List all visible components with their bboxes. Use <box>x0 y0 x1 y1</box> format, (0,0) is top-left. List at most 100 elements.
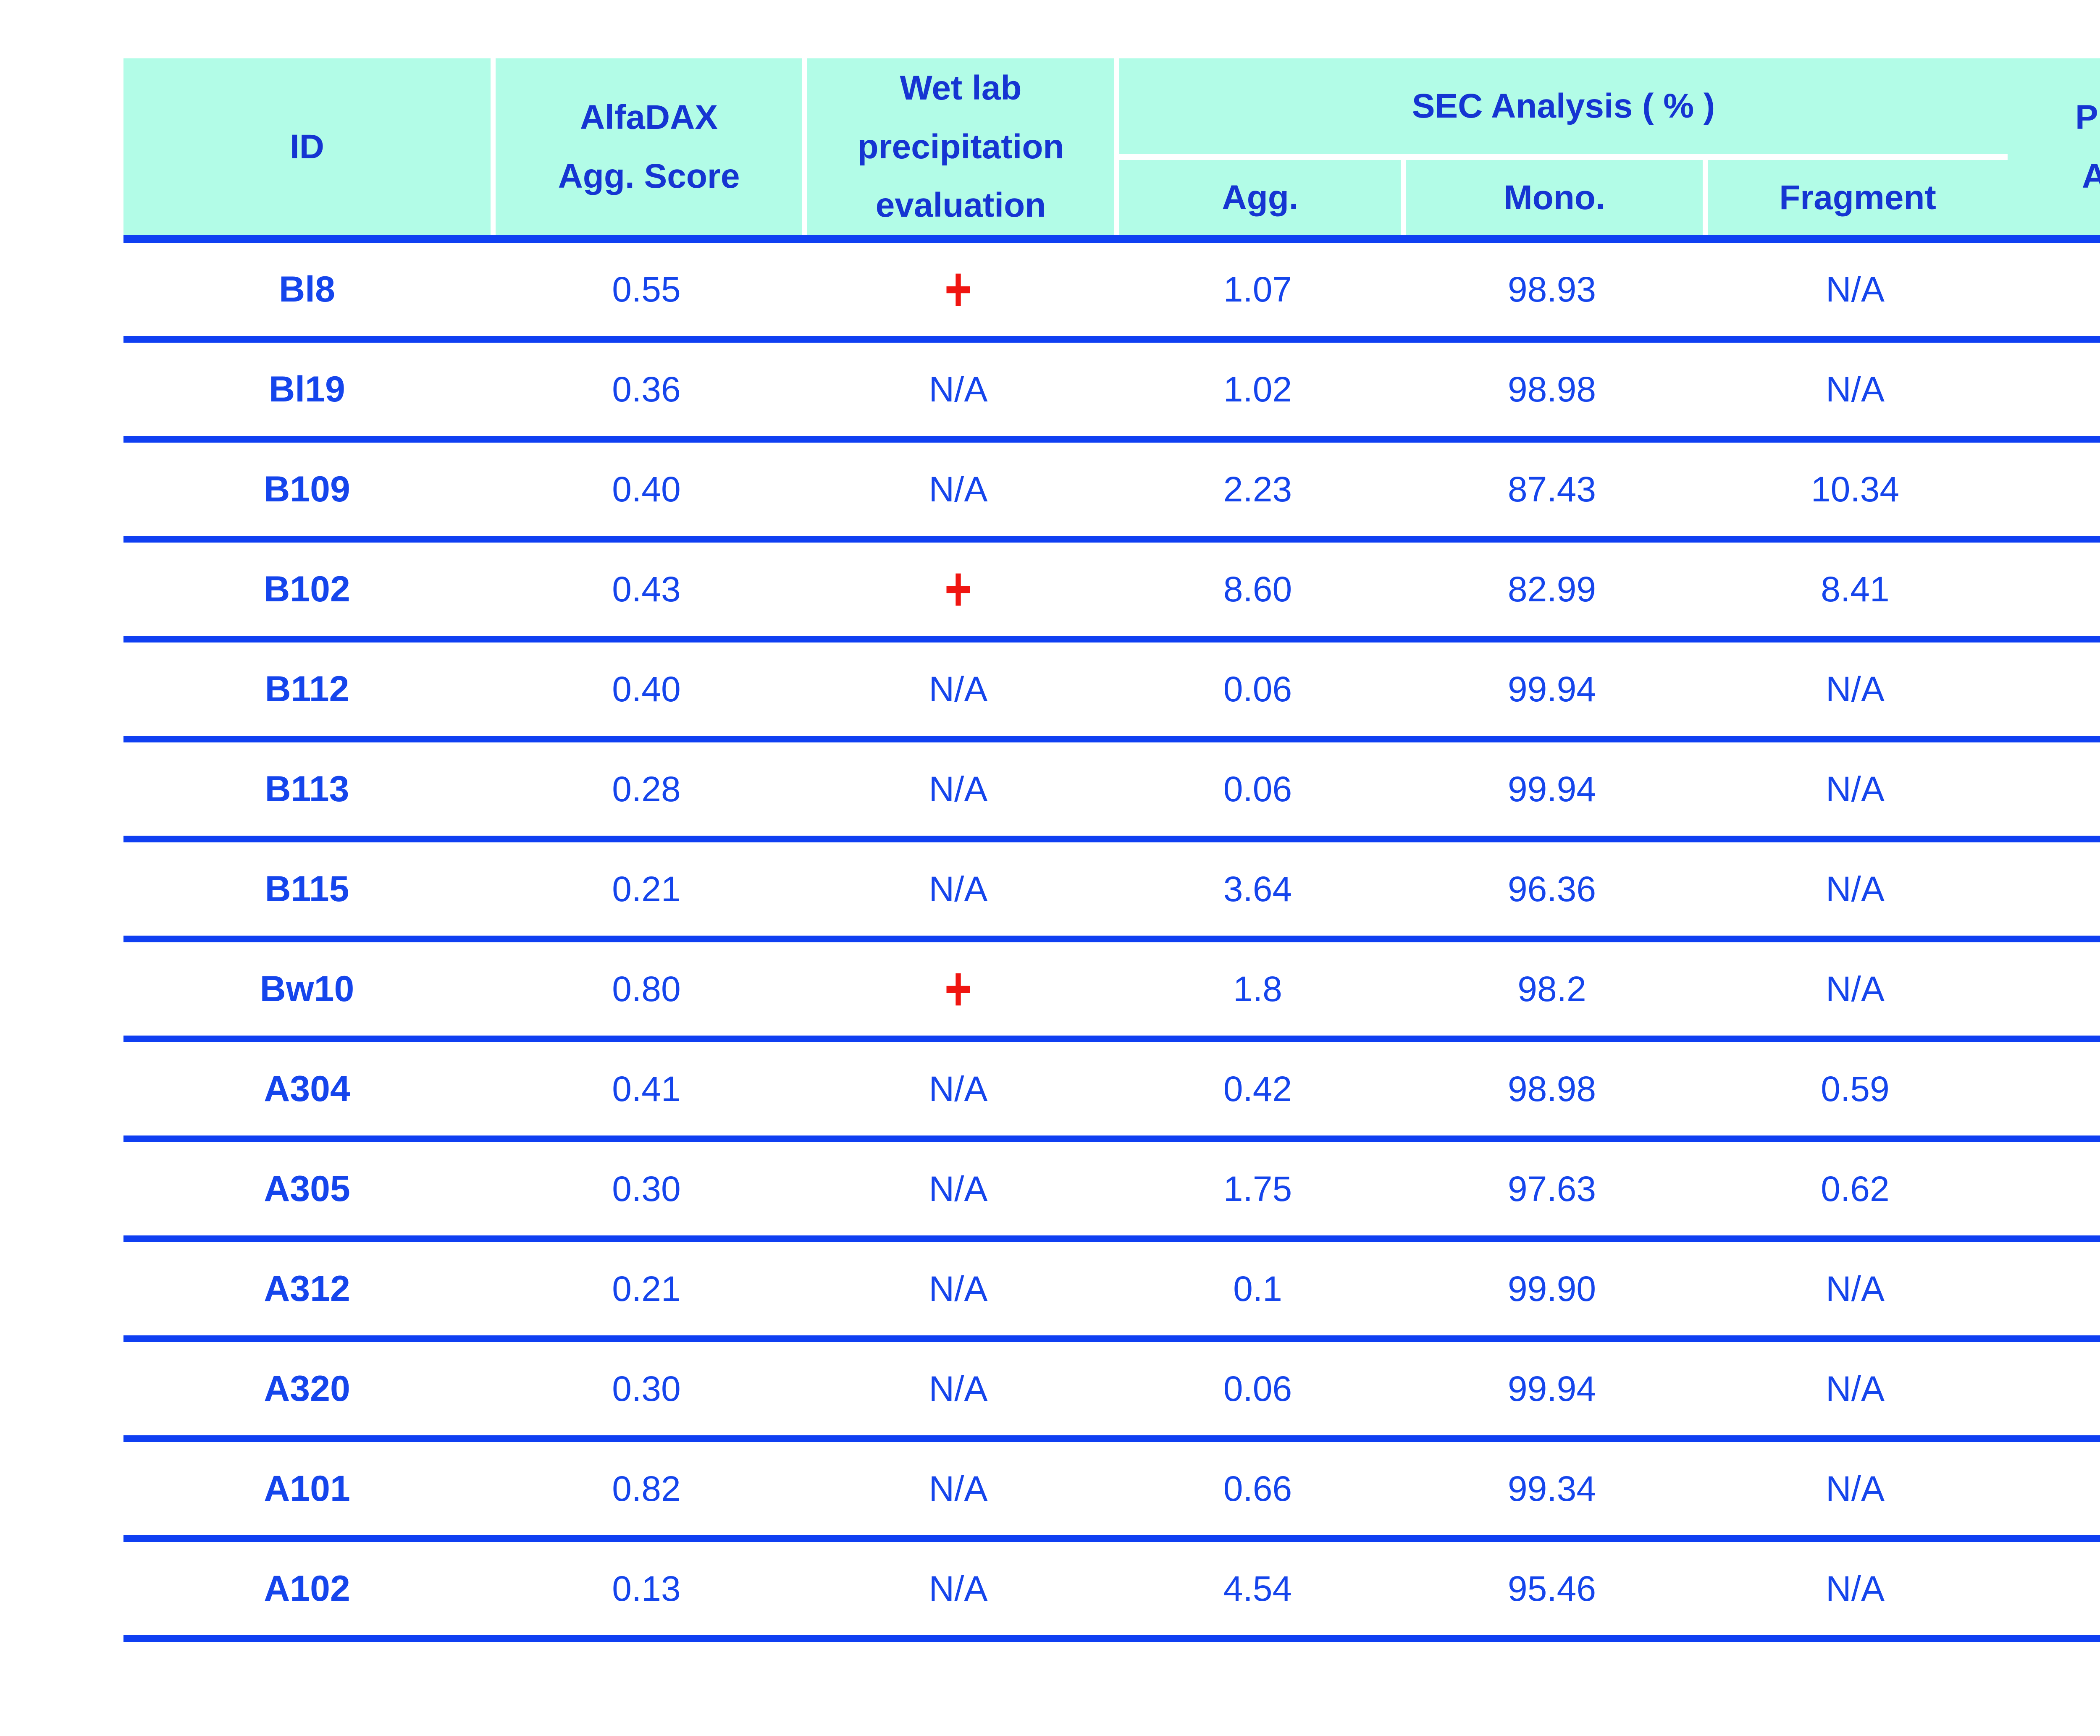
cell-prediction-accuracy: ✗ <box>2008 243 2100 336</box>
cell-sec-fragment: N/A <box>1825 1469 1885 1508</box>
table-row: A101 0.82 N/A 0.66 99.34 N/A √ A101 <box>123 1442 2100 1542</box>
cell-sec-agg: 0.66 <box>1223 1469 1292 1508</box>
cell-wetlab-evaluation: N/A <box>802 443 1114 536</box>
cell-sec-fragment: N/A <box>1825 1269 1885 1309</box>
cell-agg-score: 0.82 <box>612 1469 681 1508</box>
table-row: B113 0.28 N/A 0.06 99.94 N/A √ B113 <box>123 742 2100 842</box>
cell-sec-fragment: N/A <box>1825 369 1885 409</box>
header-col-score: AlfaDAX Agg. Score <box>491 58 802 235</box>
cell-id: A101 <box>264 1468 350 1509</box>
cell-agg-score: 0.40 <box>612 469 681 509</box>
cell-sec-fragment: N/A <box>1825 669 1885 709</box>
cell-sec-mono: 99.94 <box>1507 669 1596 709</box>
cell-agg-score: 0.28 <box>612 769 681 809</box>
header-col-prediction: Prediction Accuracy <box>2008 58 2100 235</box>
cell-id: B109 <box>264 469 350 509</box>
cell-sec-agg: 1.75 <box>1223 1169 1292 1209</box>
wetlab-result-symbol: N/A <box>929 1269 988 1309</box>
table-row: B112 0.40 N/A 0.06 99.94 N/A √ B112 <box>123 642 2100 742</box>
header-prediction-accuracy: Prediction Accuracy <box>2008 58 2100 235</box>
table-row: A305 0.30 N/A 1.75 97.63 0.62 √ A305 <box>123 1142 2100 1242</box>
table-row: A320 0.30 N/A 0.06 99.94 N/A √ A320 <box>123 1342 2100 1442</box>
cell-sec-fragment: N/A <box>1825 969 1885 1009</box>
cell-wetlab-evaluation: N/A <box>802 1242 1114 1335</box>
cell-sec-agg: 1.07 <box>1223 269 1292 309</box>
cell-prediction-accuracy: ✗ <box>2008 942 2100 1036</box>
table-row: Bl19 0.36 N/A 1.02 98.98 N/A √ Bl19 <box>123 343 2100 443</box>
table-row: A304 0.41 N/A 0.42 98.98 0.59 √ A304 <box>123 1042 2100 1142</box>
cell-sec-mono: 98.98 <box>1507 1069 1596 1109</box>
cell-sec-fragment: N/A <box>1825 769 1885 809</box>
header-separator-line <box>123 235 2100 243</box>
cell-wetlab-evaluation: N/A <box>802 742 1114 836</box>
cell-prediction-accuracy: √ <box>2008 1242 2100 1335</box>
wetlab-result-symbol: N/A <box>929 469 988 509</box>
wetlab-result-symbol: N/A <box>929 1169 988 1209</box>
cell-prediction-accuracy: ✗ <box>2008 543 2100 636</box>
header-col-mono: Mono. <box>1401 160 1703 235</box>
cell-sec-mono: 95.46 <box>1507 1568 1596 1608</box>
cell-id: Bl19 <box>269 369 345 409</box>
cell-wetlab-evaluation: N/A <box>802 1142 1114 1235</box>
cell-id: B113 <box>265 768 349 809</box>
cell-id: Bw10 <box>260 968 354 1009</box>
header-sec-subcolumns: Agg. Mono. Fragment <box>1119 160 2008 235</box>
wetlab-result-symbol: N/A <box>929 369 988 409</box>
cell-agg-score: 0.30 <box>612 1169 681 1209</box>
cell-sec-mono: 99.94 <box>1507 1369 1596 1408</box>
cell-wetlab-evaluation: N/A <box>802 1042 1114 1135</box>
cell-agg-score: 0.41 <box>612 1069 681 1109</box>
cell-wetlab-evaluation: N/A <box>802 1342 1114 1435</box>
cell-sec-agg: 1.02 <box>1223 369 1292 409</box>
cell-agg-score: 0.43 <box>612 569 681 609</box>
cell-agg-score: 0.40 <box>612 669 681 709</box>
cell-sec-fragment: 10.34 <box>1811 469 1900 509</box>
cell-prediction-accuracy: √ <box>2008 343 2100 436</box>
cell-sec-agg: 3.64 <box>1223 869 1292 909</box>
cell-prediction-accuracy: √ <box>2008 842 2100 936</box>
wetlab-result-symbol: N/A <box>929 1469 988 1508</box>
header-agg: Agg. <box>1119 160 1401 235</box>
wetlab-result-symbol: N/A <box>929 769 988 809</box>
cell-agg-score: 0.55 <box>612 269 681 309</box>
cell-wetlab-evaluation: N/A <box>802 343 1114 436</box>
cell-wetlab-evaluation: + <box>802 543 1114 636</box>
cell-id: A102 <box>264 1568 350 1609</box>
cell-sec-mono: 99.94 <box>1507 769 1596 809</box>
cell-wetlab-evaluation: N/A <box>802 842 1114 936</box>
table-header: ID AlfaDAX Agg. Score Wet lab precipitat… <box>123 58 2100 235</box>
cell-sec-agg: 4.54 <box>1223 1568 1292 1608</box>
cell-agg-score: 0.30 <box>612 1369 681 1408</box>
cell-sec-fragment: 0.59 <box>1821 1069 1890 1109</box>
wetlab-result-symbol: + <box>944 253 972 325</box>
table-row: Bl8 0.55 + 1.07 98.93 N/A ✗ Bl8 <box>123 243 2100 343</box>
cell-sec-agg: 0.42 <box>1223 1069 1292 1109</box>
cell-sec-mono: 82.99 <box>1507 569 1596 609</box>
cell-sec-fragment: N/A <box>1825 1568 1885 1608</box>
wetlab-result-symbol: N/A <box>929 869 988 909</box>
cell-agg-score: 0.21 <box>612 1269 681 1309</box>
cell-sec-mono: 98.93 <box>1507 269 1596 309</box>
cell-id: Bl8 <box>279 269 335 309</box>
cell-sec-fragment: 0.62 <box>1821 1169 1890 1209</box>
cell-id: B112 <box>265 669 349 709</box>
cell-wetlab-evaluation: N/A <box>802 1442 1114 1535</box>
cell-sec-agg: 0.1 <box>1233 1269 1282 1309</box>
header-col-agg: Agg. <box>1119 160 1401 235</box>
table-row: A102 0.13 N/A 4.54 95.46 N/A √ A102 <box>123 1542 2100 1642</box>
header-id: ID <box>123 58 491 235</box>
cell-prediction-accuracy: √ <box>2008 1542 2100 1635</box>
cell-id: A320 <box>264 1368 350 1409</box>
header-sec-analysis-group: SEC Analysis ( % ) Agg. Mono. Fragment <box>1114 58 2008 235</box>
table-row: B115 0.21 N/A 3.64 96.36 N/A √ B115 <box>123 842 2100 942</box>
header-mono: Mono. <box>1406 160 1703 235</box>
cell-wetlab-evaluation: N/A <box>802 642 1114 736</box>
wetlab-result-symbol: N/A <box>929 1069 988 1109</box>
cell-sec-agg: 0.06 <box>1223 769 1292 809</box>
cell-sec-mono: 87.43 <box>1507 469 1596 509</box>
table-row: Bw10 0.80 + 1.8 98.2 N/A ✗ Bw10 <box>123 942 2100 1042</box>
cell-agg-score: 0.36 <box>612 369 681 409</box>
header-sec-analysis: SEC Analysis ( % ) <box>1119 58 2008 154</box>
cell-id: A304 <box>264 1068 350 1109</box>
